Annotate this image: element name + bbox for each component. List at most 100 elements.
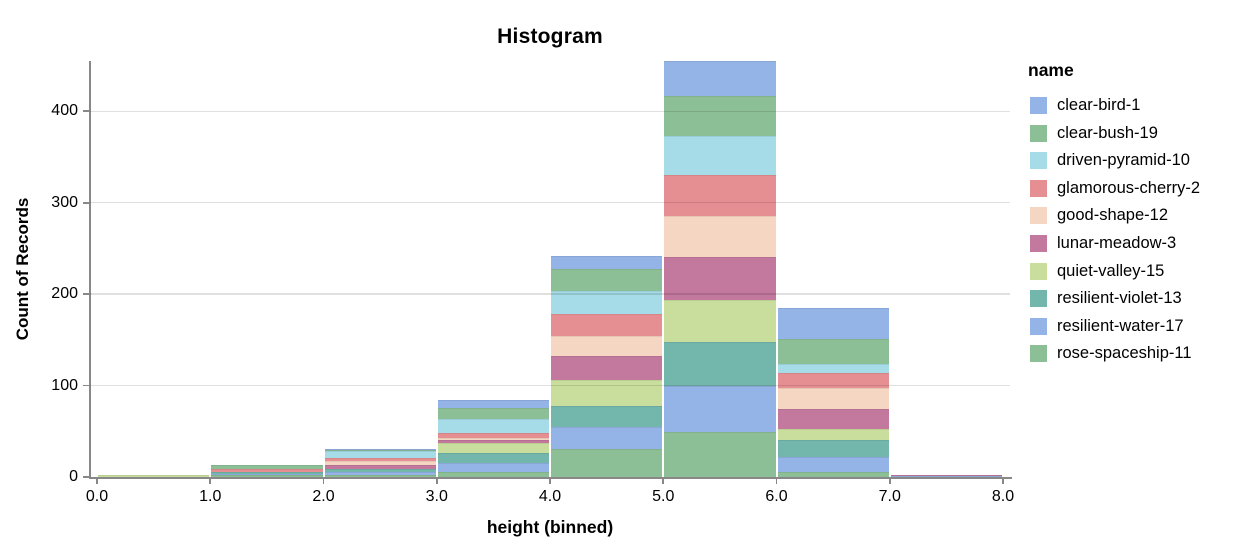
x-tick-mark xyxy=(662,477,665,484)
bar-segment-clear-bird-1 xyxy=(437,400,549,409)
legend-item: clear-bird-1 xyxy=(1028,93,1140,121)
y-tick-mark xyxy=(83,110,90,113)
bar-segment-glamorous-cherry-2 xyxy=(777,372,889,389)
gridline xyxy=(90,293,1010,295)
bar-segment-glamorous-cherry-2 xyxy=(211,468,323,473)
legend-item: driven-pyramid-10 xyxy=(1028,148,1190,176)
x-tick-label: 5.0 xyxy=(652,488,675,505)
y-axis-title: Count of Records xyxy=(13,197,32,341)
bar-segment-resilient-water-17 xyxy=(664,385,776,433)
legend-label: glamorous-cherry-2 xyxy=(1057,178,1201,197)
y-tick-label: 400 xyxy=(51,102,78,120)
bar-segment-rose-spaceship-11 xyxy=(211,475,323,477)
bar-segment-clear-bird-1 xyxy=(777,307,889,339)
bar-segment-lunar-meadow-3 xyxy=(890,475,1002,477)
x-tick-label: 7.0 xyxy=(878,488,901,505)
legend-label: resilient-water-17 xyxy=(1057,316,1184,335)
bar-segment-resilient-water-17 xyxy=(777,456,889,473)
bar-segment-lunar-meadow-3 xyxy=(777,409,889,430)
legend-label: quiet-valley-15 xyxy=(1057,261,1165,280)
bar-segment-clear-bush-19 xyxy=(437,408,549,419)
legend-swatch xyxy=(1030,207,1047,225)
bar-segment-resilient-violet-13 xyxy=(551,405,663,427)
legend-item: good-shape-12 xyxy=(1028,203,1168,231)
gridline xyxy=(90,110,1010,113)
x-tick-label: 0.0 xyxy=(85,488,109,505)
bar-segment-quiet-valley-15 xyxy=(98,475,210,477)
bar-segment-clear-bush-19 xyxy=(551,269,663,291)
legend-label: driven-pyramid-10 xyxy=(1057,151,1190,170)
x-tick-mark xyxy=(209,477,212,484)
bar-segment-driven-pyramid-10 xyxy=(551,290,663,315)
bar-segment-clear-bird-1 xyxy=(324,448,436,450)
bar-segment-clear-bush-19 xyxy=(324,449,436,451)
bar-segment-quiet-valley-15 xyxy=(777,429,889,441)
x-tick-mark xyxy=(96,477,98,484)
legend-swatch xyxy=(1030,97,1047,114)
legend-label: good-shape-12 xyxy=(1057,206,1169,225)
y-tick-mark xyxy=(83,476,90,478)
legend-item: quiet-valley-15 xyxy=(1028,259,1164,287)
x-tick-label: 4.0 xyxy=(538,488,562,505)
bar-segment-driven-pyramid-10 xyxy=(324,450,436,458)
legend-item: resilient-violet-13 xyxy=(1028,286,1182,314)
legend-swatch xyxy=(1030,317,1047,335)
legend-label: clear-bush-19 xyxy=(1057,123,1158,142)
bar-segment-lunar-meadow-3 xyxy=(324,465,436,469)
bar-segment-lunar-meadow-3 xyxy=(437,439,549,444)
y-tick-mark xyxy=(83,293,90,295)
y-axis-domain-line xyxy=(89,61,91,479)
bar-segment-resilient-violet-13 xyxy=(777,440,889,457)
bar-segment-resilient-violet-13 xyxy=(211,472,323,475)
x-tick-mark xyxy=(775,477,778,484)
y-tick-label: 300 xyxy=(51,193,78,211)
legend-label: rose-spaceship-11 xyxy=(1057,344,1192,363)
bar-segment-driven-pyramid-10 xyxy=(664,135,776,176)
bar-segment-good-shape-12 xyxy=(324,460,436,466)
legend-swatch xyxy=(1030,124,1047,142)
x-tick-label: 6.0 xyxy=(765,488,788,505)
bar-segment-resilient-violet-13 xyxy=(437,453,549,464)
bar-segment-quiet-valley-15 xyxy=(437,443,549,454)
y-tick-mark xyxy=(83,201,90,204)
bar-segment-glamorous-cherry-2 xyxy=(437,433,549,438)
y-tick-label: 100 xyxy=(51,376,78,394)
legend-swatch xyxy=(1030,290,1047,308)
bar-segment-lunar-meadow-3 xyxy=(664,256,776,300)
bar-segment-clear-bush-19 xyxy=(664,95,776,136)
y-tick-mark xyxy=(83,384,90,387)
x-tick-label: 2.0 xyxy=(312,488,335,505)
legend-title: name xyxy=(1028,60,1074,80)
bar-segment-resilient-violet-13 xyxy=(664,341,776,386)
y-tick-label: 200 xyxy=(51,285,78,303)
x-tick-mark xyxy=(322,477,325,484)
legend-swatch xyxy=(1030,345,1047,363)
bar-segment-rose-spaceship-11 xyxy=(324,475,436,477)
legend-items: clear-bird-1 clear-bush-19 driven-pyramid-… xyxy=(1028,93,1200,369)
bar-segment-clear-bird-1 xyxy=(551,255,663,270)
bar-segment-clear-bird-1 xyxy=(664,61,776,96)
legend-item: resilient-water-17 xyxy=(1028,314,1184,342)
bar-segment-lunar-meadow-3 xyxy=(551,356,663,381)
bar-segment-good-shape-12 xyxy=(777,388,889,410)
gridline xyxy=(90,384,1010,387)
bar-segment-rose-spaceship-11 xyxy=(551,448,663,477)
bar-segment-quiet-valley-15 xyxy=(551,380,663,406)
bar-segment-resilient-water-17 xyxy=(890,476,1002,477)
legend-swatch xyxy=(1030,179,1047,197)
legend-item: rose-spaceship-11 xyxy=(1028,341,1192,369)
bar-segment-resilient-water-17 xyxy=(211,474,323,476)
legend-swatch xyxy=(1030,152,1047,170)
legend-item: clear-bush-19 xyxy=(1028,121,1158,149)
legend-item: glamorous-cherry-2 xyxy=(1028,176,1200,204)
chart-title: Histogram xyxy=(497,25,603,48)
x-tick-mark xyxy=(1002,477,1004,484)
x-tick-label: 3.0 xyxy=(425,488,448,505)
bar-segment-rose-spaceship-11 xyxy=(777,472,889,477)
bar-segment-clear-bush-19 xyxy=(777,338,889,364)
legend-label: clear-bird-1 xyxy=(1057,96,1141,114)
x-axis-title: height (binned) xyxy=(486,517,614,537)
legend-label: lunar-meadow-3 xyxy=(1057,233,1177,252)
bar-segment-resilient-water-17 xyxy=(324,471,436,476)
